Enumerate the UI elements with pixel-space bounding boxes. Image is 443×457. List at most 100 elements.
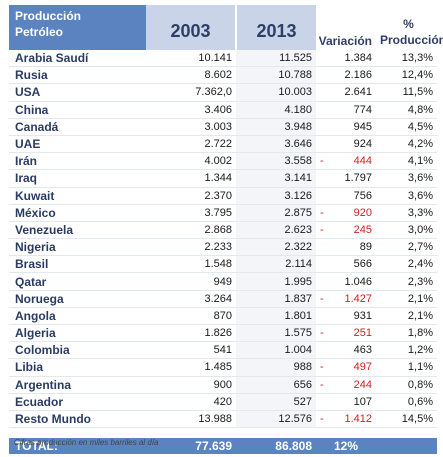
share-percent: 3,0%	[376, 221, 437, 240]
country-name: Algeria	[9, 324, 146, 343]
header-year-2013: 2013	[236, 5, 316, 50]
variation-value: 1.427	[344, 292, 372, 305]
value-2013: 10.788	[236, 66, 316, 85]
country-name: Angola	[9, 307, 146, 326]
variation-sign: -	[320, 206, 324, 219]
variation-cell: 931	[316, 307, 376, 326]
country-name: Canadá	[9, 118, 146, 136]
value-2003: 1.548	[146, 255, 236, 274]
table-row: Qatar 949 1.995 1.046 2,3%	[9, 272, 437, 291]
variation-cell: - 1.427	[316, 290, 376, 308]
table-body: Arabia Saudí 10.141 11.525 1.384 13,3% Rusia 8…	[9, 50, 437, 429]
value-2003: 3.003	[146, 118, 236, 136]
value-2003: 2.370	[146, 187, 236, 205]
country-name: Ecuador	[9, 393, 146, 411]
country-name: Argentina	[9, 376, 146, 394]
total-2013: 86.808	[236, 438, 316, 455]
value-2013: 3.126	[236, 187, 316, 205]
variation-cell: 463	[316, 341, 376, 360]
variation-cell: 1.797	[316, 169, 376, 188]
variation-value: 945	[353, 120, 372, 133]
value-2003: 7.362,0	[146, 83, 236, 102]
table-row: Noruega 3.264 1.837- 1.427 2,1%	[9, 290, 437, 308]
variation-cell: 945	[316, 118, 376, 136]
value-2013: 3.948	[236, 118, 316, 136]
value-2013: 4.180	[236, 101, 316, 119]
value-2013: 3.141	[236, 169, 316, 188]
value-2003: 420	[146, 393, 236, 411]
country-name: Rusia	[9, 66, 146, 85]
variation-value: 566	[353, 258, 372, 271]
share-percent: 1,8%	[376, 324, 437, 343]
country-name: Nigeria	[9, 238, 146, 257]
variation-cell: - 244	[316, 376, 376, 394]
share-percent: 4,5%	[376, 118, 437, 136]
value-2013: 11.525	[236, 50, 316, 68]
table-row: China 3.406 4.180 774 4,8%	[9, 101, 437, 119]
share-percent: 2,4%	[376, 255, 437, 274]
value-2013: 1.004	[236, 341, 316, 360]
variation-cell: 2.641	[316, 83, 376, 102]
header-percent-production: % Producción	[376, 5, 443, 50]
header-production-label: Producción Petróleo	[9, 5, 146, 50]
value-2003: 1.344	[146, 169, 236, 188]
value-2003: 2.868	[146, 221, 236, 240]
share-percent: 11,5%	[376, 83, 437, 102]
value-2003: 949	[146, 272, 236, 291]
table-row: Irán 4.002 3.558- 444 4,1%	[9, 152, 437, 171]
country-name: Qatar	[9, 272, 146, 291]
total-row: TOTAL: 77.639 86.808 12%	[9, 438, 437, 455]
variation-value: 1.797	[344, 172, 372, 185]
variation-value: 444	[353, 155, 372, 168]
variation-value: 1.412	[344, 413, 372, 426]
value-2013: 3.558	[236, 152, 316, 171]
country-name: México	[9, 204, 146, 222]
variation-cell: 107	[316, 393, 376, 411]
spacer-row	[9, 428, 437, 439]
table-row: Iraq 1.344 3.141 1.797 3,6%	[9, 169, 437, 188]
table-row: Canadá 3.003 3.948 945 4,5%	[9, 118, 437, 136]
share-percent: 1,1%	[376, 358, 437, 377]
variation-cell: 756	[316, 187, 376, 205]
table-row: Ecuador 420 527 107 0,6%	[9, 393, 437, 411]
variation-cell: - 444	[316, 152, 376, 171]
value-2003: 2.233	[146, 238, 236, 257]
value-2013: 2.623	[236, 221, 316, 240]
country-name: Colombia	[9, 341, 146, 360]
value-2003: 541	[146, 341, 236, 360]
value-2013: 2.114	[236, 255, 316, 274]
table-row: Algeria 1.826 1.575- 251 1,8%	[9, 324, 437, 343]
country-name: China	[9, 101, 146, 119]
variation-value: 89	[359, 241, 372, 254]
variation-sign: -	[320, 378, 324, 391]
variation-sign: -	[320, 155, 324, 168]
table-header-row: Producción Petróleo 2003 2013 Variación …	[9, 5, 443, 50]
country-name: Resto Mundo	[9, 410, 146, 429]
variation-value: 1.384	[344, 52, 372, 65]
table-row: USA 7.362,0 10.003 2.641 11,5%	[9, 83, 437, 102]
country-name: Kuwait	[9, 187, 146, 205]
variation-sign: -	[320, 361, 324, 374]
footnote: Cifras producción en miles barriles al d…	[14, 438, 159, 447]
variation-value: 774	[353, 103, 372, 116]
share-percent: 0,8%	[376, 376, 437, 394]
variation-sign: -	[320, 292, 324, 305]
variation-value: 463	[353, 344, 372, 357]
value-2003: 4.002	[146, 152, 236, 171]
table-row: Nigeria 2.233 2.322 89 2,7%	[9, 238, 437, 257]
value-2013: 2.875	[236, 204, 316, 222]
table-row: Libia 1.485 988- 497 1,1%	[9, 358, 437, 377]
value-2013: 527	[236, 393, 316, 411]
value-2003: 1.485	[146, 358, 236, 377]
variation-cell: - 245	[316, 221, 376, 240]
share-percent: 2,1%	[376, 290, 437, 308]
variation-value: 497	[353, 361, 372, 374]
variation-value: 251	[353, 327, 372, 340]
share-percent: 4,1%	[376, 152, 437, 171]
variation-sign: -	[320, 327, 324, 340]
total-label: TOTAL:	[9, 438, 146, 455]
value-2013: 656	[236, 376, 316, 394]
table-row: Brasil 1.548 2.114 566 2,4%	[9, 255, 437, 274]
variation-value: 756	[353, 189, 372, 202]
table-row: UAE 2.722 3.646 924 4,2%	[9, 135, 437, 154]
